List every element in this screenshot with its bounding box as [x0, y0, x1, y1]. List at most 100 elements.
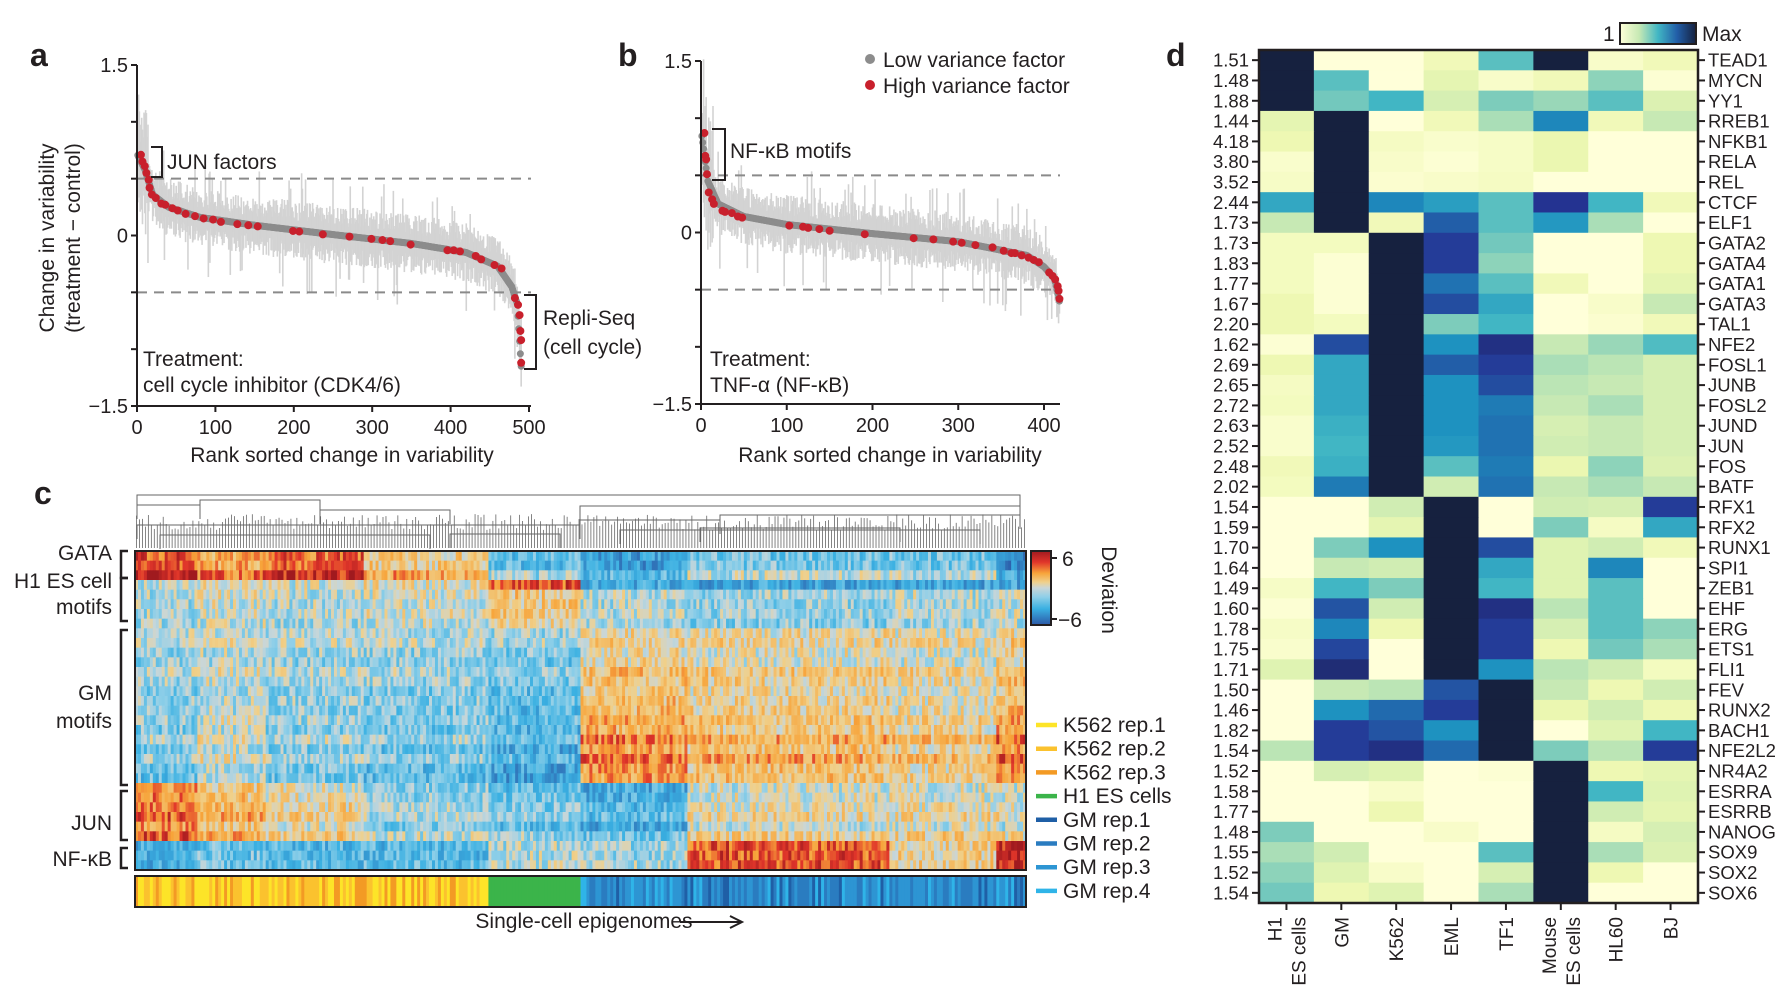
- heatmap-cell: [657, 560, 662, 571]
- heatmap-cell: [907, 589, 911, 600]
- heatmap-cell: [966, 599, 970, 610]
- heatmap-cell: [170, 589, 175, 600]
- heatmap-cell: [927, 599, 932, 610]
- heatmap-cell: [262, 589, 267, 600]
- heatmap-cell: [729, 570, 733, 581]
- heatmap-cell: [577, 589, 581, 600]
- heatmap-cell: [357, 570, 362, 581]
- heatmap-cell: [387, 560, 391, 571]
- heatmap-cell: [942, 570, 947, 581]
- repli-seq-bracket: [524, 294, 537, 370]
- repli-seq-label: Repli-Seq: [543, 307, 635, 330]
- heatmap-cell: [907, 551, 911, 561]
- heatmap-cell: [235, 618, 240, 629]
- heatmap-cell: [313, 570, 317, 581]
- heatmap-cell: [354, 551, 359, 561]
- heatmap-cell: [155, 580, 160, 590]
- heatmap-cell: [559, 551, 564, 561]
- heatmap-cell: [562, 560, 567, 571]
- heatmap-cell: [283, 589, 287, 600]
- heatmap-cell: [829, 570, 834, 581]
- heatmap-cell: [702, 618, 706, 629]
- heatmap-cell: [835, 618, 840, 629]
- heatmap-cell: [969, 618, 973, 629]
- heatmap-cell: [432, 628, 436, 639]
- heatmap-cell: [633, 560, 638, 571]
- heatmap-cell: [927, 589, 932, 600]
- heatmap-cell: [200, 551, 204, 561]
- high-variance-point: [490, 261, 499, 270]
- heatmap-cell: [910, 570, 914, 581]
- heatmap-cell: [978, 628, 982, 639]
- heatmap-cell: [553, 570, 558, 581]
- heatmap-cell: [767, 580, 771, 590]
- heatmap-cell: [847, 599, 852, 610]
- heatmap-cell: [910, 580, 914, 590]
- heatmap-cell: [746, 628, 751, 639]
- heatmap-cell: [916, 618, 920, 629]
- heatmap-cell: [782, 570, 786, 581]
- heatmap-cell: [916, 599, 920, 610]
- heatmap-cell: [396, 609, 400, 619]
- heatmap-cell: [390, 589, 394, 600]
- heatmap-cell: [137, 618, 142, 629]
- heatmap-cell: [648, 560, 653, 571]
- heatmap-cell: [304, 628, 308, 639]
- heatmap-cell: [800, 580, 804, 590]
- heatmap-cell: [357, 618, 362, 629]
- heatmap-cell: [509, 618, 513, 629]
- heatmap-cell: [669, 599, 673, 610]
- heatmap-cell: [381, 580, 385, 590]
- heatmap-cell: [714, 599, 718, 610]
- heatmap-cell: [794, 560, 798, 571]
- heatmap-cell: [179, 560, 183, 571]
- heatmap-cell: [544, 628, 549, 639]
- heatmap-cell: [1002, 599, 1006, 610]
- heatmap-cell: [942, 609, 947, 619]
- heatmap-cell: [509, 551, 513, 561]
- heatmap-cell: [824, 580, 828, 590]
- heatmap-cell: [630, 560, 635, 571]
- heatmap-cell: [797, 589, 801, 600]
- heatmap-cell: [904, 560, 908, 571]
- heatmap-cell: [785, 609, 789, 619]
- heatmap-cell: [417, 628, 421, 639]
- heatmap-cell: [925, 628, 929, 639]
- heatmap-cell: [218, 580, 222, 590]
- heatmap-cell: [227, 599, 231, 610]
- x-tick-label: 500: [512, 417, 545, 439]
- heatmap-cell: [568, 618, 572, 629]
- high-variance-point: [181, 209, 190, 218]
- heatmap-cell: [137, 560, 142, 571]
- heatmap-cell: [203, 560, 207, 571]
- heatmap-cell: [734, 580, 739, 590]
- heatmap-cell: [265, 618, 270, 629]
- heatmap-cell: [1005, 628, 1009, 639]
- heatmap-cell: [509, 609, 513, 619]
- heatmap-cell: [886, 589, 890, 600]
- heatmap-cell: [280, 618, 284, 629]
- heatmap-cell: [815, 570, 819, 581]
- heatmap-cell: [1017, 551, 1021, 561]
- heatmap-cell: [1005, 551, 1009, 561]
- heatmap-cell: [443, 609, 448, 619]
- heatmap-cell: [806, 599, 810, 610]
- heatmap-cell: [485, 618, 489, 629]
- heatmap-cell: [678, 570, 682, 581]
- heatmap-cell: [984, 618, 988, 629]
- heatmap-cell: [714, 551, 718, 561]
- heatmap-cell: [758, 599, 763, 610]
- heatmap-cell: [515, 618, 519, 629]
- heatmap-cell: [316, 580, 320, 590]
- heatmap-cell: [1017, 609, 1021, 619]
- heatmap-cell: [651, 560, 656, 571]
- heatmap-cell: [429, 560, 433, 571]
- heatmap-cell: [782, 599, 786, 610]
- heatmap-cell: [372, 580, 376, 590]
- heatmap-cell: [476, 551, 480, 561]
- heatmap-cell: [437, 599, 442, 610]
- heatmap-cell: [375, 580, 379, 590]
- heatmap-cell: [859, 609, 864, 619]
- heatmap-cell: [856, 580, 861, 590]
- heatmap-cell: [244, 628, 249, 639]
